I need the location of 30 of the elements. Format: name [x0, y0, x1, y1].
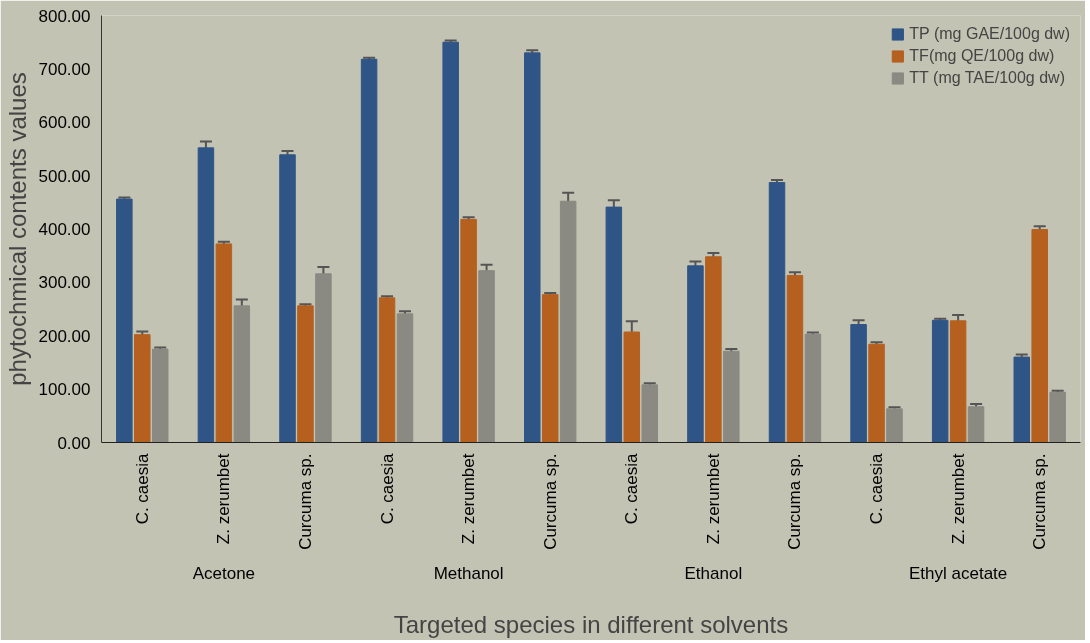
legend-label: TP (mg GAE/100g dw)	[909, 25, 1070, 43]
x-tick-label: Z. zerumbet	[948, 453, 968, 545]
y-tick-label: 400.00	[38, 220, 91, 239]
x-tick-label: C. caesia	[867, 452, 887, 525]
x-tick-label: C. caesia	[622, 452, 642, 525]
x-tick-label: C. caesia	[132, 452, 152, 525]
x-tick-label: C. caesia	[377, 452, 397, 525]
text: Methanol	[433, 563, 504, 583]
y-axis-title: phytochmical contents values	[3, 72, 31, 386]
x-tick-label: Curcuma sp.	[785, 453, 805, 550]
x-tick-label: Z. zerumbet	[703, 453, 723, 545]
y-tick-label: 500.00	[38, 166, 91, 186]
x-tick-label: Curcuma sp.	[540, 453, 560, 550]
x-tick-label: Z. zerumbet	[214, 453, 234, 545]
x-axis-title: Targeted species in different solvents	[393, 610, 789, 638]
y-tick-label: 0.00	[57, 433, 91, 453]
y-tick-label: 100.00	[38, 380, 91, 400]
x-tick-label: Curcuma sp.	[295, 453, 315, 550]
y-tick-label: 200.00	[38, 326, 91, 346]
x-tick-label: Z. zerumbet	[459, 453, 479, 545]
text: Ethyl acetate	[908, 563, 1008, 583]
legend-label: TT (mg TAE/100g dw)	[909, 69, 1065, 87]
y-tick-label: 700.00	[38, 59, 91, 79]
text: Acetone	[192, 563, 256, 583]
y-tick-label: 300.00	[38, 273, 91, 293]
y-tick-label: 600.00	[38, 113, 91, 133]
x-tick-label: Curcuma sp.	[1030, 453, 1050, 550]
y-tick-label: 800.00	[38, 6, 91, 26]
legend-label: TF(mg QE/100g dw)	[909, 47, 1055, 65]
text: Ethanol	[684, 563, 743, 583]
